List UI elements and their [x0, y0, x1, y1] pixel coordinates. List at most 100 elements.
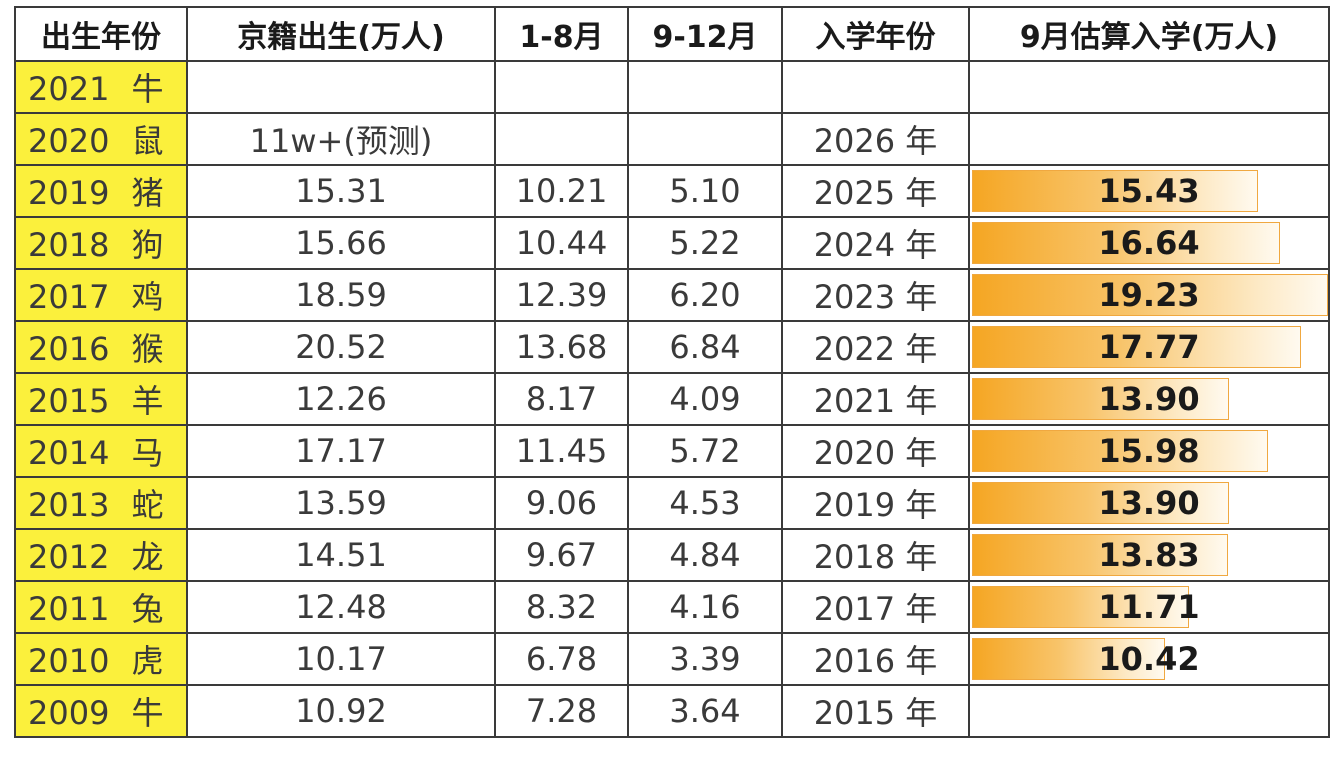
- sep-dec-cell: 5.22: [627, 216, 783, 270]
- data-bar: [972, 378, 1229, 420]
- data-bar: [972, 638, 1165, 680]
- enroll-estimate-value: 16.64: [1098, 224, 1200, 262]
- enroll-year-cell: 2021 年: [781, 372, 970, 426]
- table-row: 2017 鸡 18.59 12.39 6.20 2023 年 19.23: [14, 268, 1330, 322]
- table-row: 2021 牛: [14, 60, 1330, 114]
- birth-year-cell: 2014 马: [14, 424, 188, 478]
- table-row: 2009 牛 10.92 7.28 3.64 2015 年: [14, 684, 1330, 738]
- birth-year-cell: 2012 龙: [14, 528, 188, 582]
- jan-aug-cell: [494, 60, 629, 114]
- enroll-estimate-value: 15.98: [1098, 432, 1200, 470]
- enroll-estimate-value: 15.43: [1098, 172, 1200, 210]
- header-sep-dec: 9-12月: [627, 6, 783, 62]
- births-cell: 18.59: [186, 268, 496, 322]
- enroll-estimate-cell: 15.43: [968, 164, 1330, 218]
- table-row: 2013 蛇 13.59 9.06 4.53 2019 年 13.90: [14, 476, 1330, 530]
- zodiac: 鼠: [131, 122, 164, 160]
- header-births: 京籍出生(万人): [186, 6, 496, 62]
- births-cell: 10.92: [186, 684, 496, 738]
- sep-dec-cell: 3.64: [627, 684, 783, 738]
- sep-dec-cell: 4.09: [627, 372, 783, 426]
- header-birth-year: 出生年份: [14, 6, 188, 62]
- birth-year-cell: 2011 兔: [14, 580, 188, 634]
- table-row: 2010 虎 10.17 6.78 3.39 2016 年 10.42: [14, 632, 1330, 686]
- birth-year: 2014: [28, 434, 110, 472]
- birth-year: 2009: [28, 694, 110, 732]
- header-jan-aug: 1-8月: [494, 6, 629, 62]
- table-row: 2015 羊 12.26 8.17 4.09 2021 年 13.90: [14, 372, 1330, 426]
- zodiac: 虎: [131, 642, 164, 680]
- table-row: 2018 狗 15.66 10.44 5.22 2024 年 16.64: [14, 216, 1330, 270]
- birth-year: 2012: [28, 538, 110, 576]
- birth-year-cell: 2019 猪: [14, 164, 188, 218]
- births-cell: 10.17: [186, 632, 496, 686]
- data-bar: [972, 482, 1229, 524]
- jan-aug-cell: 9.06: [494, 476, 629, 530]
- birth-year-cell: 2017 鸡: [14, 268, 188, 322]
- sep-dec-cell: [627, 60, 783, 114]
- enroll-year-cell: 2018 年: [781, 528, 970, 582]
- data-bar: [972, 326, 1301, 368]
- enroll-estimate-cell: 13.90: [968, 372, 1330, 426]
- sep-dec-cell: 5.72: [627, 424, 783, 478]
- jan-aug-cell: [494, 112, 629, 166]
- table-row: 2011 兔 12.48 8.32 4.16 2017 年 11.71: [14, 580, 1330, 634]
- table-row: 2019 猪 15.31 10.21 5.10 2025 年 15.43: [14, 164, 1330, 218]
- sep-dec-cell: 4.16: [627, 580, 783, 634]
- table-row: 2012 龙 14.51 9.67 4.84 2018 年 13.83: [14, 528, 1330, 582]
- enroll-estimate-value: 13.90: [1098, 484, 1200, 522]
- births-cell: [186, 60, 496, 114]
- enroll-estimate-value: 13.83: [1098, 536, 1200, 574]
- enroll-year-cell: 2015 年: [781, 684, 970, 738]
- zodiac: 牛: [131, 694, 164, 732]
- birth-year: 2016: [28, 330, 110, 368]
- enroll-estimate-cell: [968, 684, 1330, 738]
- sep-dec-cell: 6.84: [627, 320, 783, 374]
- data-bar: [972, 534, 1228, 576]
- jan-aug-cell: 9.67: [494, 528, 629, 582]
- zodiac: 猪: [131, 174, 164, 212]
- enroll-estimate-value: 13.90: [1098, 380, 1200, 418]
- data-bar: [972, 430, 1268, 472]
- jan-aug-cell: 10.44: [494, 216, 629, 270]
- enroll-estimate-cell: 13.83: [968, 528, 1330, 582]
- data-bar: [972, 274, 1327, 316]
- zodiac: 龙: [131, 538, 164, 576]
- enroll-year-cell: [781, 60, 970, 114]
- sep-dec-cell: 5.10: [627, 164, 783, 218]
- enroll-estimate-cell: [968, 112, 1330, 166]
- birth-year-cell: 2020 鼠: [14, 112, 188, 166]
- birth-year: 2019: [28, 174, 110, 212]
- jan-aug-cell: 6.78: [494, 632, 629, 686]
- births-cell: 20.52: [186, 320, 496, 374]
- birth-year: 2018: [28, 226, 110, 264]
- enroll-estimate-cell: 19.23: [968, 268, 1330, 322]
- birth-year-cell: 2009 牛: [14, 684, 188, 738]
- enroll-estimate-value: 17.77: [1098, 328, 1200, 366]
- enroll-estimate-value: 19.23: [1098, 276, 1200, 314]
- sep-dec-cell: [627, 112, 783, 166]
- enroll-year-cell: 2022 年: [781, 320, 970, 374]
- sep-dec-cell: 3.39: [627, 632, 783, 686]
- table-body: 2021 牛 2020 鼠 11w+(预测) 2026 年 2019 猪 15.31 10.21 5…: [14, 60, 1330, 738]
- births-cell: 15.66: [186, 216, 496, 270]
- jan-aug-cell: 8.17: [494, 372, 629, 426]
- jan-aug-cell: 7.28: [494, 684, 629, 738]
- enroll-estimate-cell: 16.64: [968, 216, 1330, 270]
- zodiac: 羊: [131, 382, 164, 420]
- enroll-estimate-cell: 17.77: [968, 320, 1330, 374]
- enrollment-table: 出生年份 京籍出生(万人) 1-8月 9-12月 入学年份 9月估算入学(万人)…: [14, 6, 1330, 738]
- zodiac: 蛇: [131, 486, 164, 524]
- births-cell: 15.31: [186, 164, 496, 218]
- zodiac: 狗: [131, 226, 164, 264]
- header-enroll-year: 入学年份: [781, 6, 970, 62]
- header-row: 出生年份 京籍出生(万人) 1-8月 9-12月 入学年份 9月估算入学(万人): [14, 6, 1330, 62]
- birth-year-cell: 2013 蛇: [14, 476, 188, 530]
- sep-dec-cell: 6.20: [627, 268, 783, 322]
- zodiac: 鸡: [131, 278, 164, 316]
- birth-year: 2011: [28, 590, 110, 628]
- zodiac: 马: [131, 434, 164, 472]
- zodiac: 牛: [131, 70, 164, 108]
- jan-aug-cell: 11.45: [494, 424, 629, 478]
- jan-aug-cell: 13.68: [494, 320, 629, 374]
